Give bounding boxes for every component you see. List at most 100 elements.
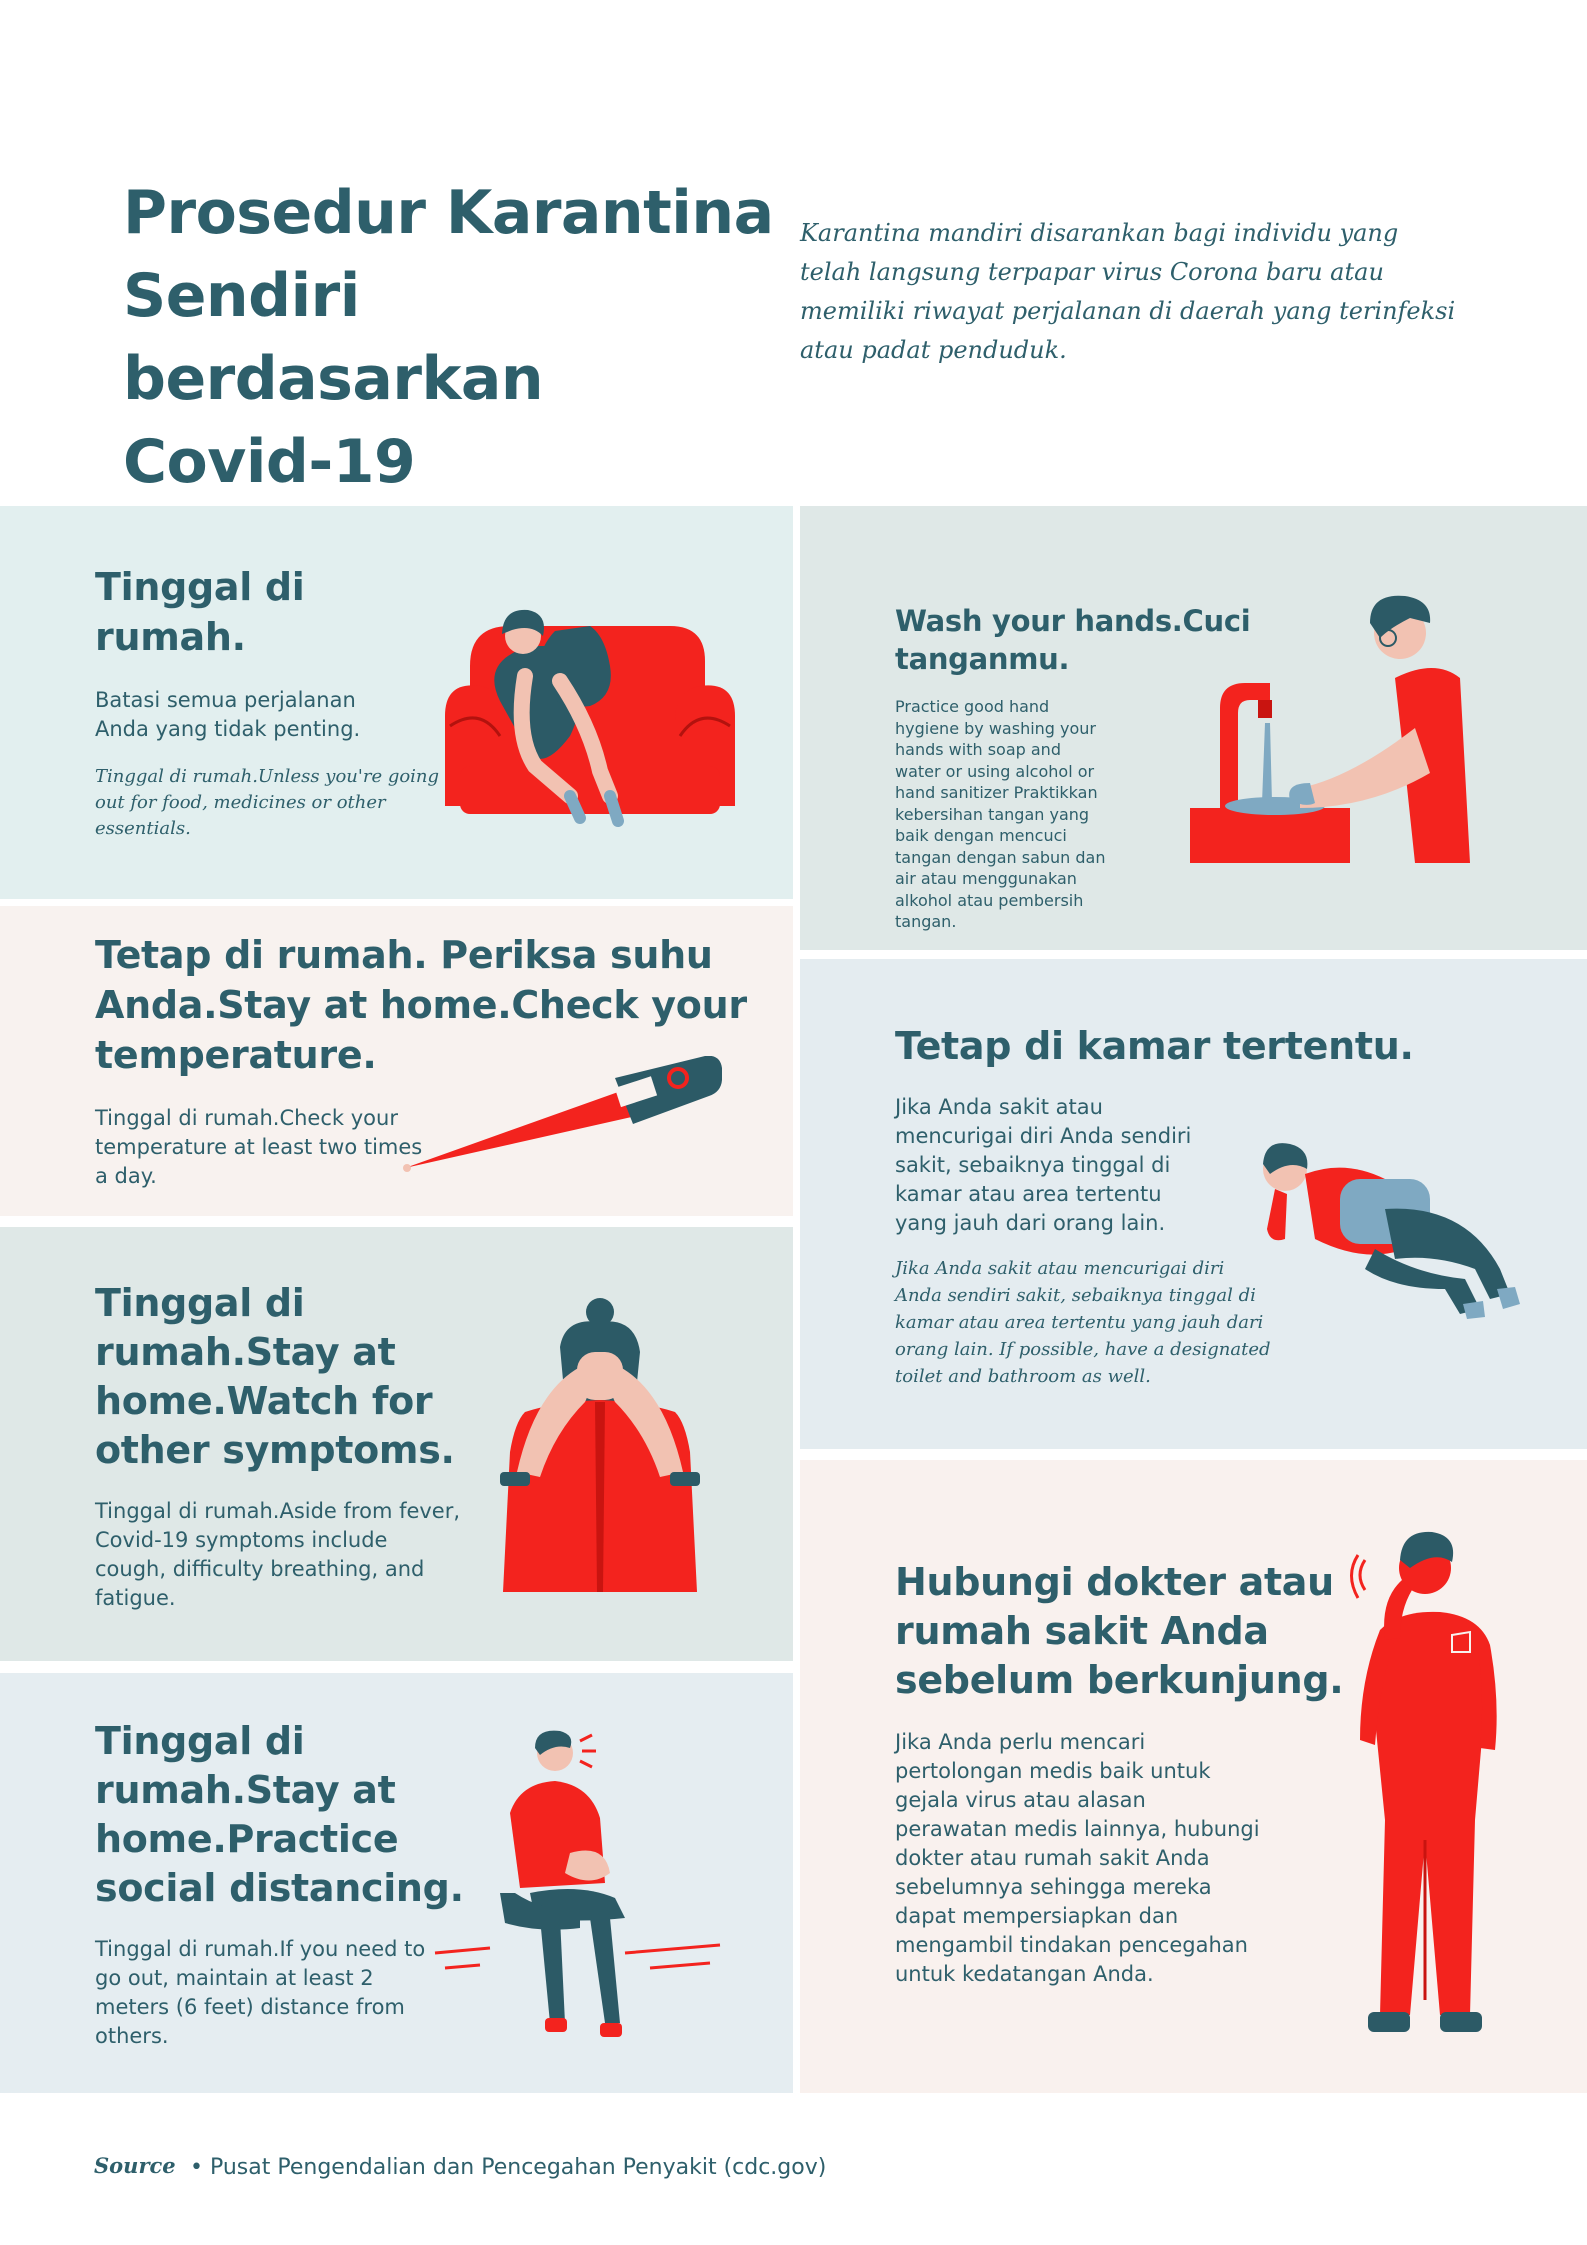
heading-line: social distancing. bbox=[95, 1866, 464, 1910]
card-heading: Tinggal di rumah. bbox=[95, 562, 305, 662]
heading-line: rumah. bbox=[95, 615, 246, 659]
card-text: Batasi semua perjalanan Anda yang tidak … bbox=[95, 686, 360, 744]
text-line: kebersihan tangan yang bbox=[895, 804, 1090, 824]
text-line: Jika Anda sakit atau bbox=[895, 1095, 1103, 1119]
page-title: Prosedur Karantina Sendiri berdasarkan C… bbox=[123, 172, 783, 504]
title-line: Prosedur Karantina bbox=[123, 178, 774, 248]
heading-line: Wash your hands.Cuci bbox=[895, 604, 1251, 638]
card-stay-home: Tinggal di rumah. Batasi semua perjalana… bbox=[0, 506, 793, 899]
italic-line: toilet and bathroom as well. bbox=[895, 1366, 1151, 1387]
heading-line: rumah.Stay at bbox=[95, 1768, 396, 1812]
text-line: Tinggal di rumah.Check your bbox=[95, 1106, 398, 1130]
heading-line: sebelum berkunjung. bbox=[895, 1658, 1344, 1702]
card-text: Tinggal di rumah.Check your temperature … bbox=[95, 1104, 422, 1191]
card-watch-symptoms: Tinggal di rumah.Stay at home.Watch for … bbox=[0, 1227, 793, 1661]
italic-line: Tinggal di rumah.Unless you're going bbox=[95, 766, 440, 787]
source-text: • Pusat Pengendalian dan Pencegahan Peny… bbox=[190, 2155, 827, 2180]
card-italic-text: Tinggal di rumah.Unless you're going out… bbox=[95, 764, 439, 842]
text-line: hand sanitizer Praktikkan bbox=[895, 783, 1098, 802]
text-line: Practice good hand bbox=[895, 697, 1050, 716]
text-line: temperature at least two times bbox=[95, 1135, 423, 1159]
card-heading: Tetap di rumah. Periksa suhu Anda.Stay a… bbox=[95, 930, 747, 1080]
card-text: Practice good hand hygiene by washing yo… bbox=[895, 696, 1106, 933]
text-line: untuk kedatangan Anda. bbox=[895, 1962, 1154, 1986]
italic-line: Anda sendiri sakit, sebaiknya tinggal di bbox=[895, 1285, 1256, 1306]
card-check-temperature: Tetap di rumah. Periksa suhu Anda.Stay a… bbox=[0, 906, 793, 1216]
text-line: hands with soap and bbox=[895, 740, 1061, 759]
italic-line: essentials. bbox=[95, 818, 191, 839]
text-line: water or using alcohol or bbox=[895, 761, 1095, 781]
card-heading: Tinggal di rumah.Stay at home.Watch for … bbox=[95, 1279, 455, 1475]
man-on-phone-illustration bbox=[1350, 1531, 1497, 2032]
text-line: air atau menggunakan bbox=[895, 869, 1077, 888]
text-line: gejala virus atau alasan bbox=[895, 1788, 1146, 1812]
heading-line: Tetap di kamar tertentu. bbox=[895, 1024, 1414, 1068]
man-sitting-distance-illustration bbox=[434, 1730, 721, 2037]
intro-line: Karantina mandiri disarankan bagi indivi… bbox=[800, 219, 1399, 247]
heading-line: rumah.Stay at bbox=[95, 1330, 396, 1374]
card-heading: Wash your hands.Cuci tanganmu. bbox=[895, 602, 1251, 678]
heading-line: home.Watch for bbox=[95, 1379, 433, 1423]
text-line: tangan. bbox=[895, 912, 957, 931]
card-text: Jika Anda perlu mencari pertolongan medi… bbox=[895, 1728, 1260, 1989]
heading-line: temperature. bbox=[95, 1033, 377, 1077]
woman-armchair-illustration bbox=[445, 609, 735, 827]
intro-line: memiliki riwayat perjalanan di daerah ya… bbox=[800, 297, 1456, 325]
italic-line: orang lain. If possible, have a designat… bbox=[895, 1339, 1271, 1360]
card-italic-text: Jika Anda sakit atau mencurigai diri And… bbox=[895, 1255, 1271, 1390]
text-line: Jika Anda perlu mencari bbox=[895, 1730, 1146, 1754]
heading-line: rumah sakit Anda bbox=[895, 1609, 1269, 1653]
card-text: Jika Anda sakit atau mencurigai diri And… bbox=[895, 1093, 1191, 1238]
text-line: mengambil tindakan pencegahan bbox=[895, 1933, 1248, 1957]
woman-sneezing-illustration bbox=[500, 1298, 700, 1592]
text-line: Tinggal di rumah.If you need to bbox=[95, 1937, 426, 1961]
text-line: dapat mempersiapkan dan bbox=[895, 1904, 1179, 1928]
text-line: fatigue. bbox=[95, 1586, 176, 1610]
person-lying-down-illustration bbox=[1263, 1143, 1520, 1319]
text-line: tangan dengan sabun dan bbox=[895, 847, 1106, 867]
card-social-distancing: Tinggal di rumah.Stay at home.Practice s… bbox=[0, 1673, 793, 2093]
intro-line: atau padat penduduk. bbox=[800, 336, 1067, 364]
heading-line: Tinggal di bbox=[95, 1281, 305, 1325]
text-line: Batasi semua perjalanan bbox=[95, 688, 356, 712]
italic-line: Jika Anda sakit atau mencurigai diri bbox=[895, 1258, 1225, 1279]
text-line: a day. bbox=[95, 1164, 157, 1188]
intro-text: Karantina mandiri disarankan bagi indivi… bbox=[800, 214, 1480, 370]
italic-line: kamar atau area tertentu yang jauh dari bbox=[895, 1312, 1264, 1333]
thermometer-illustration bbox=[403, 1056, 722, 1172]
text-line: kamar atau area tertentu bbox=[895, 1182, 1162, 1206]
text-line: sakit, sebaiknya tinggal di bbox=[895, 1153, 1171, 1177]
man-washing-hands-illustration bbox=[1190, 595, 1470, 863]
title-line: Covid-19 bbox=[123, 427, 416, 497]
text-line: meters (6 feet) distance from bbox=[95, 1995, 405, 2019]
heading-line: Tetap di rumah. Periksa suhu bbox=[95, 933, 713, 977]
text-line: Covid-19 symptoms include bbox=[95, 1528, 388, 1552]
card-heading: Tinggal di rumah.Stay at home.Practice s… bbox=[95, 1717, 464, 1913]
heading-line: Tinggal di bbox=[95, 1719, 305, 1763]
italic-line: out for food, medicines or other bbox=[95, 792, 386, 813]
title-line: Sendiri berdasarkan bbox=[123, 261, 544, 414]
text-line: Anda yang tidak penting. bbox=[95, 717, 361, 741]
text-line: alkohol atau pembersih bbox=[895, 890, 1084, 910]
text-line: yang jauh dari orang lain. bbox=[895, 1211, 1166, 1235]
card-specific-room: Tetap di kamar tertentu. Jika Anda sakit… bbox=[800, 959, 1587, 1449]
text-line: hygiene by washing your bbox=[895, 718, 1097, 738]
heading-line: other symptoms. bbox=[95, 1428, 455, 1472]
text-line: sebelumnya sehingga mereka bbox=[895, 1875, 1212, 1899]
card-text: Tinggal di rumah.If you need to go out, … bbox=[95, 1935, 425, 2051]
text-line: pertolongan medis baik untuk bbox=[895, 1759, 1211, 1783]
heading-line: Anda.Stay at home.Check your bbox=[95, 983, 747, 1027]
text-line: cough, difficulty breathing, and bbox=[95, 1557, 425, 1581]
text-line: go out, maintain at least 2 bbox=[95, 1966, 374, 1990]
card-text: Tinggal di rumah.Aside from fever, Covid… bbox=[95, 1497, 460, 1613]
text-line: dokter atau rumah sakit Anda bbox=[895, 1846, 1210, 1870]
text-line: Tinggal di rumah.Aside from fever, bbox=[95, 1499, 461, 1523]
text-line: mencurigai diri Anda sendiri bbox=[895, 1124, 1192, 1148]
heading-line: Tinggal di bbox=[95, 565, 305, 609]
card-heading: Tetap di kamar tertentu. bbox=[895, 1021, 1414, 1071]
text-line: baik dengan mencuci bbox=[895, 826, 1067, 845]
text-line: others. bbox=[95, 2024, 169, 2048]
card-call-doctor: Hubungi dokter atau rumah sakit Anda seb… bbox=[800, 1460, 1587, 2093]
text-line: perawatan medis lainnya, hubungi bbox=[895, 1817, 1260, 1841]
heading-line: tanganmu. bbox=[895, 642, 1070, 676]
